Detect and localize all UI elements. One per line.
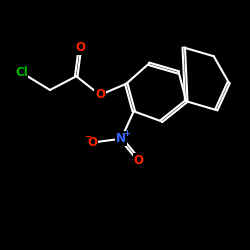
Text: Cl: Cl — [15, 66, 28, 79]
Text: O: O — [134, 154, 144, 166]
Text: O: O — [95, 88, 105, 102]
Text: −: − — [84, 132, 91, 141]
Text: N: N — [116, 132, 126, 145]
Text: O: O — [88, 136, 98, 149]
Text: +: + — [123, 129, 130, 138]
Text: O: O — [75, 41, 85, 54]
